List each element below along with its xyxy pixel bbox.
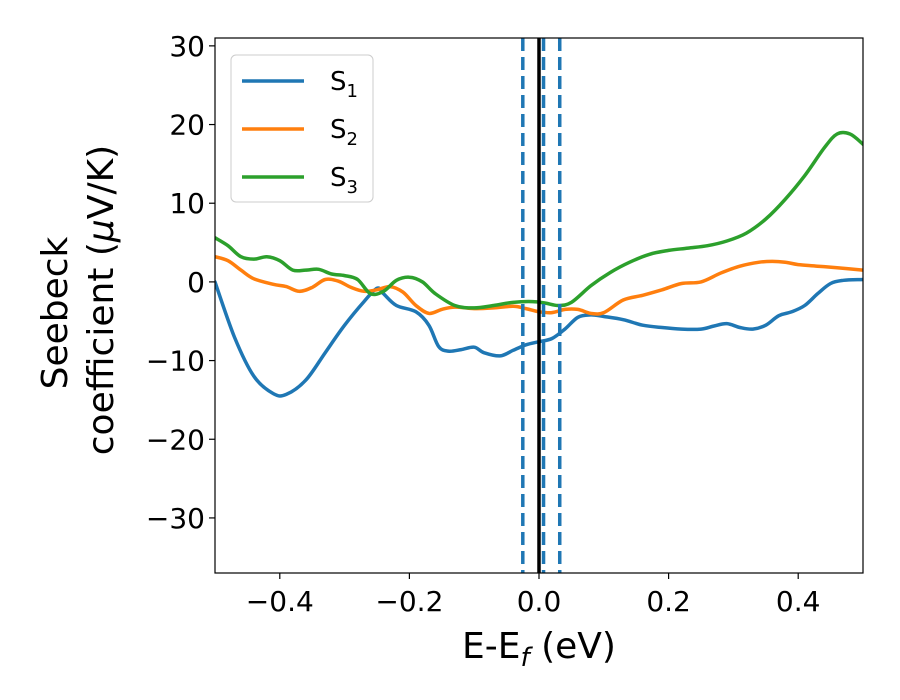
x-tick-label: 0.0 <box>517 585 562 618</box>
x-axis-label: E-Ef (eV) <box>462 626 616 673</box>
legend-label-s2: S2 <box>330 115 358 150</box>
legend-label-s3: S3 <box>330 163 358 198</box>
y-axis-ticks: 30 20 10 0 −10 −20 −30 <box>146 30 215 535</box>
y-tick-label: −20 <box>146 423 205 456</box>
y-tick-label: 20 <box>169 109 205 142</box>
y-axis-label-line1: Seebeck <box>35 236 76 389</box>
x-tick-label: −0.4 <box>246 585 314 618</box>
x-tick-label: 0.4 <box>776 585 821 618</box>
y-tick-label: 0 <box>187 266 205 299</box>
y-axis-label-line2: coefficient (μV/K) <box>81 145 122 455</box>
y-tick-label: −10 <box>146 345 205 378</box>
series-line-s3 <box>215 130 863 310</box>
y-tick-label: −30 <box>146 502 205 535</box>
legend-label-s1: S1 <box>330 67 358 102</box>
x-axis-ticks: −0.4 −0.2 0.0 0.2 0.4 <box>246 573 821 618</box>
y-tick-label: 10 <box>169 187 205 220</box>
legend: S1 S2 S3 <box>230 54 374 203</box>
series-line-s2 <box>215 254 863 316</box>
y-tick-label: 30 <box>169 30 205 63</box>
vertical-reference-lines <box>521 38 562 573</box>
x-tick-label: 0.2 <box>646 585 691 618</box>
x-tick-label: −0.2 <box>375 585 443 618</box>
